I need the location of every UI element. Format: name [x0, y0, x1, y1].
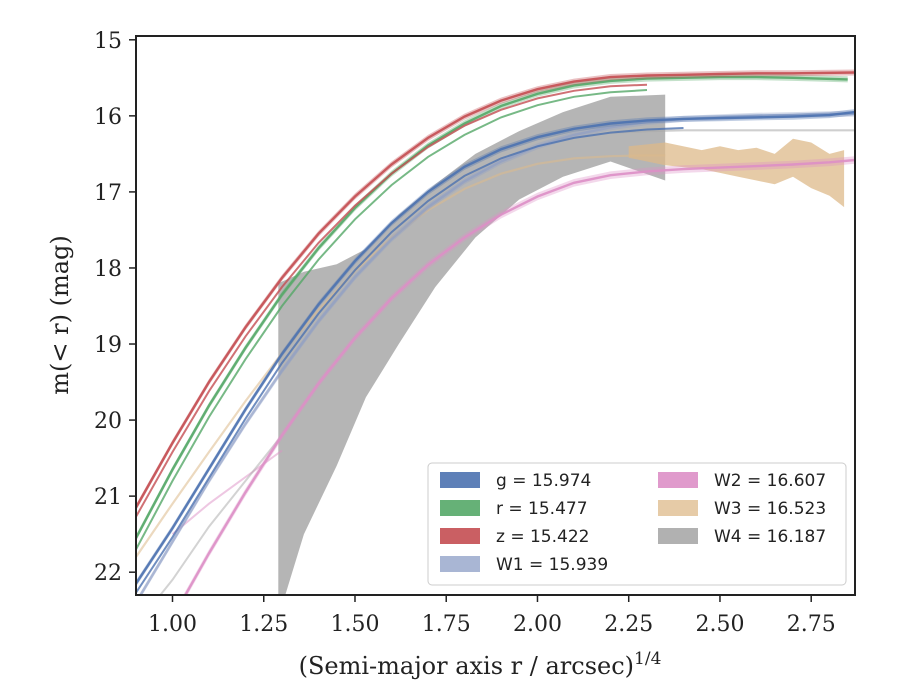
series-W2-line	[184, 158, 855, 595]
y-axis-label: m(< r) (mag)	[46, 235, 74, 394]
x-tick-label: 1.25	[239, 612, 288, 637]
series-r-offset-line	[136, 89, 648, 550]
legend-swatch-r	[440, 500, 480, 516]
legend-swatch-W3	[658, 500, 698, 516]
y-tick-label: 20	[94, 409, 122, 434]
series-g-line	[136, 110, 855, 585]
x-tick-label: 1.75	[422, 612, 471, 637]
legend-label-W1: W1 = 15.939	[496, 555, 608, 575]
x-tick-label: 2.00	[513, 612, 562, 637]
legend-swatch-W2	[658, 472, 698, 488]
series-W4-line	[610, 129, 855, 134]
series-z-band	[136, 69, 855, 511]
plot-frame	[135, 35, 856, 596]
series-z-line	[136, 71, 855, 509]
y-axis: 15 16 17 18 19 20 21 22	[94, 29, 136, 586]
y-tick-label: 22	[94, 561, 122, 586]
series-W3-band	[628, 138, 845, 208]
y-tick-label: 15	[94, 29, 122, 54]
series-z-offset-line	[136, 83, 648, 518]
legend-label-W4: W4 = 16.187	[714, 527, 826, 547]
y-tick-label: 16	[94, 105, 122, 130]
legend-swatch-g	[440, 472, 480, 488]
legend-label-z: z = 15.422	[496, 527, 589, 547]
series-W4-band	[278, 94, 666, 595]
series-r-line	[136, 75, 848, 539]
y-tick-label: 21	[94, 485, 122, 510]
x-tick-label: 2.50	[695, 612, 744, 637]
x-axis: 1.00 1.25 1.50 1.75 2.00 2.25 2.50 2.75	[148, 595, 836, 637]
x-tick-label: 2.25	[604, 612, 653, 637]
legend-swatch-z	[440, 528, 480, 544]
x-axis-label-exponent: 1/4	[634, 649, 661, 669]
legend-label-W2: W2 = 16.607	[714, 471, 826, 491]
y-tick-label: 19	[94, 333, 122, 358]
legend-label-r: r = 15.477	[496, 499, 588, 519]
legend-label-g: g = 15.974	[496, 471, 591, 491]
series-g-offset-line	[136, 127, 684, 594]
legend-box	[427, 462, 847, 586]
x-tick-label: 2.75	[787, 612, 836, 637]
x-tick-label: 1.00	[148, 612, 197, 637]
legend-label-W3: W3 = 16.523	[714, 499, 826, 519]
legend: g = 15.974 r = 15.477 z = 15.422 W1 = 15.93…	[427, 462, 847, 586]
x-axis-label: (Semi-major axis r / arcsec)1/4	[299, 649, 662, 680]
x-tick-label: 1.50	[330, 612, 379, 637]
legend-swatch-W4	[658, 528, 698, 544]
series-W4-faint-line	[159, 434, 283, 595]
legend-swatch-W1	[440, 556, 480, 572]
plot-area	[136, 69, 855, 595]
y-tick-label: 18	[94, 257, 122, 282]
y-tick-label: 17	[94, 181, 122, 206]
